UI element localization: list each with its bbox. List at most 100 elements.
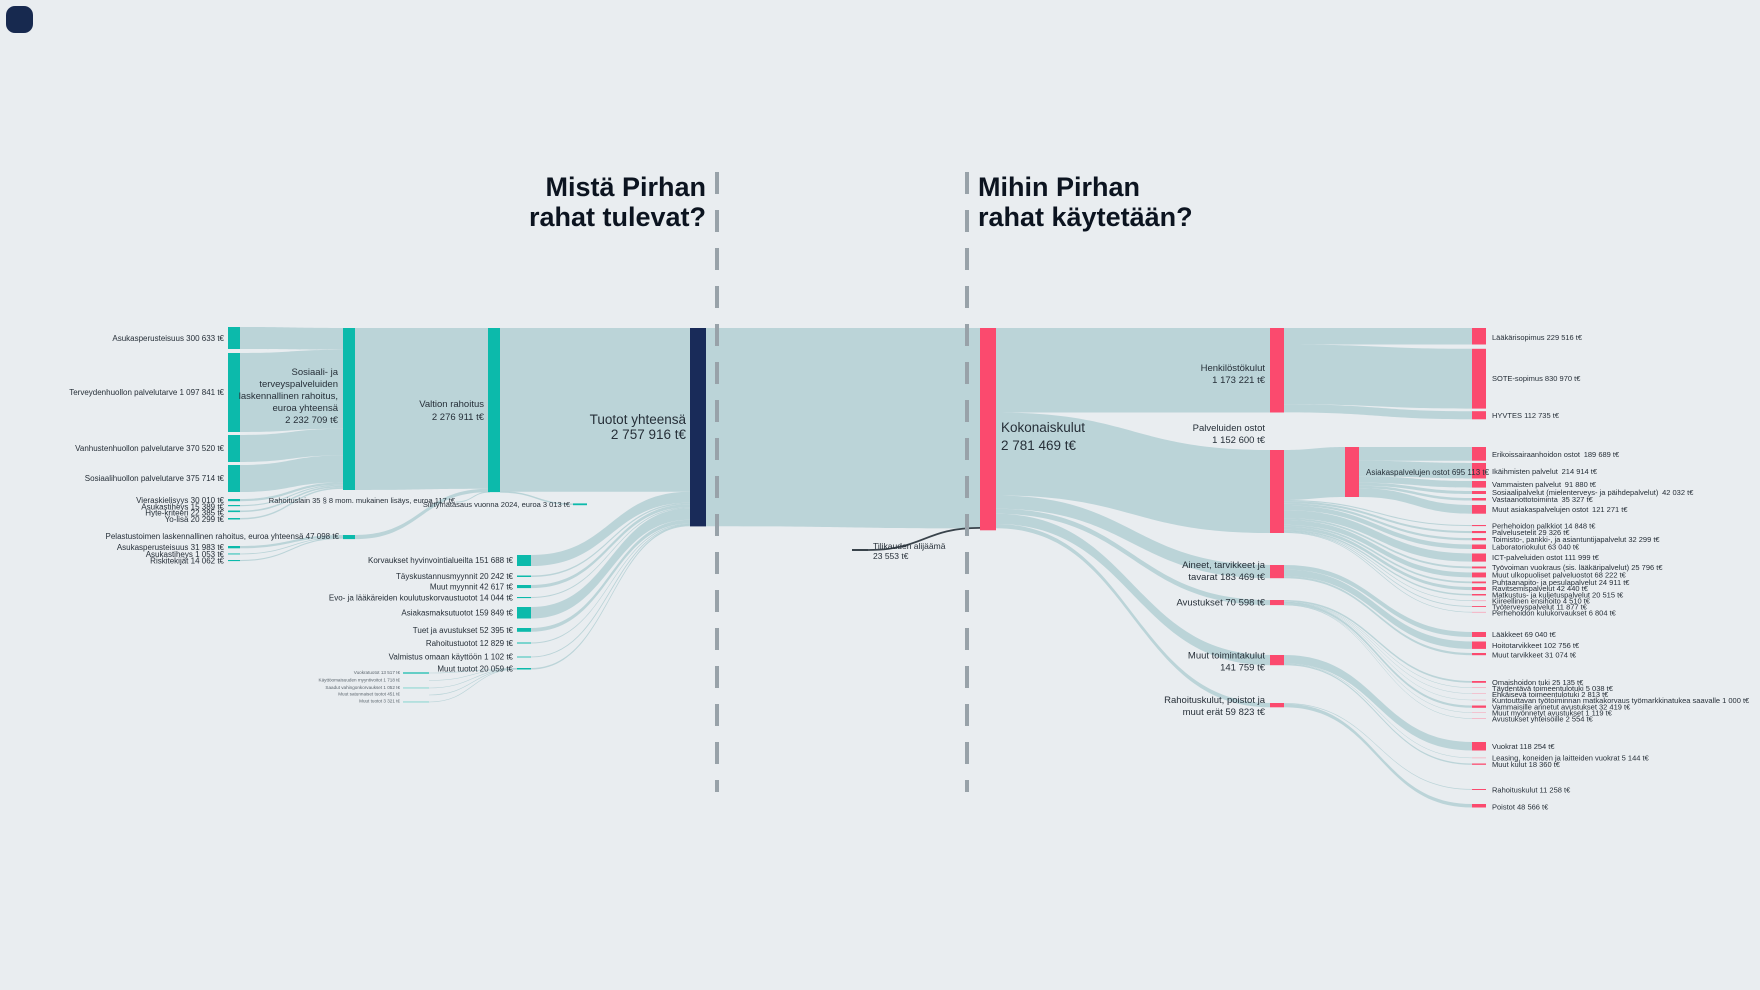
thin-flow-links [239, 491, 1473, 759]
node-muut-ulkopuoliset[interactable] [1472, 572, 1486, 578]
node-perhehoidon-palkkiot[interactable] [1472, 525, 1486, 527]
node-laboratoriokulut[interactable] [1472, 544, 1486, 550]
node-laakkeet[interactable] [1472, 632, 1486, 637]
node-rahoitustuotot[interactable] [517, 642, 531, 644]
node-ehkaiseva-toimeentulotuki[interactable] [1472, 693, 1486, 694]
label-laakkeet: Lääkkeet 69 040 t€ [1492, 630, 1557, 639]
node-muut-myonnetyt-avustukset[interactable] [1472, 712, 1486, 713]
label-perhehoidon-palkkiot: Perhehoidon palkkiot 14 848 t€ [1492, 522, 1596, 531]
node-sosiaalipalvelut[interactable] [1472, 491, 1486, 494]
node-matkustus-kuljetus[interactable] [1472, 594, 1486, 596]
label-henkilostokulut: Henkilöstökulut [1201, 363, 1266, 374]
node-poistot[interactable] [1472, 804, 1486, 808]
label-muut-asiakaspalvelujen-ostot: Muut asiakaspalvelujen ostot 121 271 t€ [1492, 505, 1628, 514]
node-valtion-rahoitus[interactable] [488, 328, 500, 493]
node-aineet-tarvikkeet[interactable] [1270, 565, 1284, 579]
node-muut-tarvikkeet[interactable] [1472, 653, 1486, 656]
flow-omaishoito [1284, 600, 1472, 683]
node-avustukset-yhteisoille[interactable] [1472, 718, 1486, 719]
title-right-line2: rahat käytetään? [978, 202, 1193, 232]
node-henkilostokulut[interactable] [1270, 328, 1284, 413]
node-asukasperusteisuus[interactable] [228, 327, 240, 349]
node-omaishoidon-tuki[interactable] [1472, 681, 1486, 683]
node-palveluiden-ostot[interactable] [1270, 450, 1284, 533]
node-tayskustannusmyynnit[interactable] [517, 575, 531, 578]
node-valmistus-omaan-kayttoon[interactable] [517, 656, 531, 658]
node-tuotot-yhteensa[interactable] [690, 328, 706, 527]
node-asiakaspalvelujen-ostot[interactable] [1345, 447, 1359, 497]
node-asiakasmaksutuotot[interactable] [517, 607, 531, 619]
label-terveydenhuollon-palvelutarve: Terveydenhuollon palvelutarve 1 097 841 … [69, 388, 224, 397]
node-taydentava-toimeentulotuki[interactable] [1472, 687, 1486, 688]
node-muut-myynnit[interactable] [517, 585, 531, 589]
flow-ehkaiseva [1283, 602, 1473, 694]
node-terveydenhuollon-palvelutarve[interactable] [228, 353, 240, 432]
flow-alijaama [867, 527, 981, 551]
node-ikaihmisten-palvelut[interactable] [1472, 463, 1486, 479]
node-laakarisopimus[interactable] [1472, 328, 1486, 345]
node-vammaisten-palvelut[interactable] [1472, 481, 1486, 488]
node-ict-palveluiden-ostot[interactable] [1472, 553, 1486, 562]
label-tuet-ja-avustukset: Tuet ja avustukset 52 395 t€ [413, 626, 514, 635]
node-muut-asiakaspalvelujen-ostot[interactable] [1472, 505, 1486, 514]
node-tiny-dash-5[interactable] [403, 701, 429, 703]
node-kokonaiskulut[interactable] [980, 328, 996, 531]
node-sote-sopimus[interactable] [1472, 348, 1486, 409]
node-rahoituskulut-poistot-erat[interactable] [1270, 703, 1284, 708]
node-tyovoiman-vuokraus[interactable] [1472, 566, 1486, 569]
label-tiny-1: Vuokratuotot 13 517 t€ [354, 670, 401, 675]
node-vammaisille-avustukset[interactable] [1472, 705, 1486, 708]
node-siirtymatasaus[interactable] [573, 503, 587, 506]
node-vuokrat[interactable] [1472, 742, 1486, 751]
node-muut-kulut[interactable] [1472, 763, 1486, 765]
flow-kiireellinen [1283, 531, 1473, 601]
label-hoitotarvikkeet: Hoitotarvikkeet 102 756 t€ [1492, 641, 1580, 650]
node-evo-koulutuskorvaustuotot[interactable] [517, 597, 531, 599]
node-kiireellinen-ensihoito[interactable] [1472, 600, 1486, 602]
flow-kulut-muuttoiminta [996, 513, 1270, 666]
label-avustukset-yhteisoille: Avustukset yhteisöille 2 554 t€ [1492, 715, 1594, 724]
node-hyte-kriteeri[interactable] [228, 510, 240, 513]
node-hyvtes[interactable] [1472, 411, 1486, 420]
node-avustukset[interactable] [1270, 600, 1284, 606]
node-korvaukset-hyvinvointialueilta[interactable] [517, 555, 531, 566]
node-sosiaalihuollon-palvelutarve[interactable] [228, 465, 240, 492]
label-muut-ulkopuoliset-palveluostot: Muut ulkopuoliset palveluostot 68 222 t€ [1492, 571, 1627, 580]
node-ravitsemispalvelut[interactable] [1472, 587, 1486, 591]
node-erikoissairaanhoidon-ostot[interactable] [1472, 447, 1486, 461]
label-rahoituskulut-poistot-line1: Rahoituskulut, poistot ja [1164, 695, 1266, 706]
label-leasing-vuokrat: Leasing, koneiden ja laitteiden vuokrat … [1492, 754, 1650, 763]
node-vieraskielisyys[interactable] [228, 499, 240, 502]
flow-vammaiset [1359, 476, 1472, 488]
node-perhehoidon-kulukorvaukset[interactable] [1472, 611, 1486, 613]
node-rahoituskulut[interactable] [1472, 789, 1486, 790]
node-muut-toimintakulut[interactable] [1270, 655, 1284, 666]
node-tiny-dash-1[interactable] [403, 672, 429, 674]
node-pelastustoimen-laskennallinen[interactable] [343, 535, 355, 540]
node-tuet-ja-avustukset[interactable] [517, 628, 531, 632]
node-yo-lisa[interactable] [228, 518, 240, 520]
node-pel-asukasperusteisuus[interactable] [228, 546, 240, 549]
title-left-line1: Mistä Pirhan [545, 172, 706, 202]
node-toimisto-pankki[interactable] [1472, 538, 1486, 541]
node-pel-riskitekijat[interactable] [228, 560, 240, 562]
node-alijaama-dash[interactable] [852, 549, 868, 551]
node-vastaanottotoiminta[interactable] [1472, 498, 1486, 501]
node-muut-tuotot[interactable] [517, 668, 531, 670]
node-tiny-dash-3[interactable] [403, 687, 429, 689]
label-poistot: Poistot 48 566 t€ [1492, 803, 1549, 812]
node-puhtaanapito[interactable] [1472, 581, 1486, 584]
node-leasing[interactable] [1472, 757, 1486, 759]
node-vanhustenhuollon-palvelutarve[interactable] [228, 435, 240, 462]
node-asukastiheys[interactable] [228, 505, 240, 507]
flow-vuokrat [1284, 655, 1472, 751]
node-hoitotarvikkeet[interactable] [1472, 641, 1486, 649]
node-palvelusetelit[interactable] [1472, 531, 1486, 534]
node-tyoterveyspalvelut[interactable] [1472, 606, 1486, 607]
node-pel-asukastiheys[interactable] [228, 553, 240, 555]
label-pelastustoimen-rahoitus: Pelastustoimen laskennallinen rahoitus, … [106, 532, 340, 541]
flow-sosiaalipalvelut [1359, 482, 1472, 494]
label-vieraskielisyys: Vieraskielisyys 30 010 t€ [136, 496, 224, 505]
node-kuntouttava-matkakorvaus[interactable] [1472, 699, 1486, 701]
node-sote-laskennallinen[interactable] [343, 328, 355, 490]
